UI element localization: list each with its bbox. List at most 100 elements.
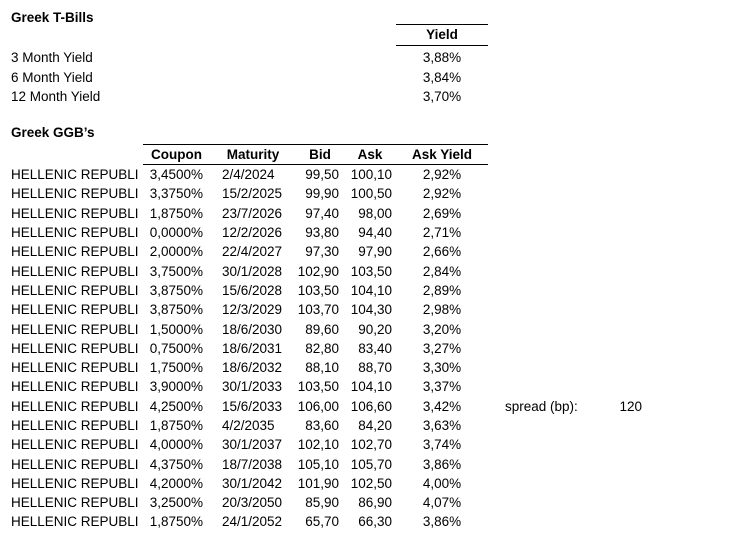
maturity-cell: 12/3/2029 <box>222 302 283 318</box>
ask-yield-cell: 2,92% <box>422 167 462 183</box>
ggb-header-maturity: Maturity <box>210 144 296 165</box>
bond-name-cell: HELLENIC REPUBLI <box>11 263 139 279</box>
ggb-header-name-spacer <box>0 144 143 165</box>
coupon-cell: 4,0000% <box>149 437 203 453</box>
maturity-cell: 15/6/2033 <box>222 398 283 414</box>
bid-cell: 93,80 <box>305 225 339 241</box>
bond-name-cell: HELLENIC REPUBLI <box>11 475 139 491</box>
ggb-bond-row: HELLENIC REPUBLI 3,9000% 30/1/2033 103,50 10… <box>0 377 488 396</box>
tbill-row-yield-value: 3,70% <box>422 88 462 104</box>
ask-cell: 97,90 <box>358 244 392 260</box>
bid-cell: 65,70 <box>305 514 339 530</box>
ggb-bond-row: HELLENIC REPUBLI 3,2500% 20/3/2050 85,90 86,… <box>0 493 488 512</box>
bid-cell: 103,50 <box>297 379 339 395</box>
bid-cell: 102,10 <box>297 437 339 453</box>
ggb-bond-row: HELLENIC REPUBLI 0,7500% 18/6/2031 82,80 83,… <box>0 339 488 358</box>
ask-yield-cell: 2,66% <box>422 244 462 260</box>
ggb-bond-row: HELLENIC REPUBLI 4,0000% 30/1/2037 102,10 10… <box>0 435 488 454</box>
tbills-yield-column-header: Yield <box>396 24 488 46</box>
maturity-cell: 30/1/2028 <box>222 263 283 279</box>
bid-cell: 89,60 <box>305 321 339 337</box>
ask-cell: 88,70 <box>358 360 392 376</box>
spread-annotation: spread (bp): 120 <box>505 397 642 416</box>
ggb-bond-row: HELLENIC REPUBLI 3,8750% 15/6/2028 103,50 10… <box>0 281 488 300</box>
ggb-bond-row: HELLENIC REPUBLI 1,8750% 23/7/2026 97,40 98,… <box>0 204 488 223</box>
maturity-cell: 18/6/2031 <box>222 340 283 356</box>
ggb-header-coupon: Coupon <box>143 144 210 165</box>
coupon-cell: 1,5000% <box>149 321 203 337</box>
coupon-cell: 1,8750% <box>149 418 203 433</box>
spread-value: 120 <box>619 399 642 414</box>
bond-name-cell: HELLENIC REPUBLI <box>11 186 139 202</box>
ask-cell: 84,20 <box>358 418 392 433</box>
ask-cell: 83,40 <box>358 340 392 356</box>
bond-name-cell: HELLENIC REPUBLI <box>11 340 139 356</box>
spread-label: spread (bp): <box>505 399 578 414</box>
tbill-row: 6 Month Yield 3,84% <box>0 67 488 86</box>
coupon-cell: 1,7500% <box>149 360 203 376</box>
ggb-bond-row: HELLENIC REPUBLI 3,8750% 12/3/2029 103,70 10… <box>0 300 488 319</box>
coupon-cell: 1,8750% <box>149 205 203 221</box>
ask-cell: 104,10 <box>350 379 392 395</box>
ask-yield-cell: 4,00% <box>422 475 462 491</box>
bid-cell: 102,90 <box>297 263 339 279</box>
ggb-section-title: Greek GGB’s <box>11 125 95 140</box>
ask-yield-cell: 2,71% <box>422 225 462 241</box>
bid-cell: 97,30 <box>305 244 339 260</box>
ggb-bond-row: HELLENIC REPUBLI 0,0000% 12/2/2026 93,80 94,… <box>0 223 488 242</box>
ask-cell: 86,90 <box>358 495 392 511</box>
maturity-cell: 30/1/2037 <box>222 437 283 453</box>
ask-yield-cell: 2,69% <box>422 205 462 221</box>
ggb-bond-row: HELLENIC REPUBLI 1,7500% 18/6/2032 88,10 88,… <box>0 358 488 377</box>
coupon-cell: 3,2500% <box>149 495 203 511</box>
tbill-row: 12 Month Yield 3,70% <box>0 87 488 106</box>
bond-name-cell: HELLENIC REPUBLI <box>11 205 139 221</box>
ask-yield-cell: 2,84% <box>422 263 462 279</box>
ask-cell: 105,70 <box>350 456 392 472</box>
maturity-cell: 24/1/2052 <box>222 514 283 530</box>
ask-cell: 66,30 <box>358 514 392 530</box>
bond-name-cell: HELLENIC REPUBLI <box>11 456 139 472</box>
ask-yield-cell: 3,42% <box>422 398 462 414</box>
bid-cell: 105,10 <box>297 456 339 472</box>
maturity-cell: 12/2/2026 <box>222 225 283 241</box>
bid-cell: 83,60 <box>305 418 339 433</box>
bid-cell: 88,10 <box>305 360 339 376</box>
bond-name-cell: HELLENIC REPUBLI <box>11 244 139 260</box>
maturity-cell: 2/4/2024 <box>222 167 275 183</box>
ggb-header-ask: Ask <box>344 144 396 165</box>
tbill-row-yield-value: 3,84% <box>422 69 462 85</box>
ask-cell: 104,10 <box>350 282 392 298</box>
ggb-bond-row: HELLENIC REPUBLI 1,8750% 24/1/2052 65,70 66,… <box>0 512 488 531</box>
bond-name-cell: HELLENIC REPUBLI <box>11 360 139 376</box>
ggb-bond-row: HELLENIC REPUBLI 4,2500% 15/6/2033 106,00 10… <box>0 397 488 416</box>
bond-name-cell: HELLENIC REPUBLI <box>11 398 139 414</box>
coupon-cell: 3,7500% <box>149 263 203 279</box>
bid-cell: 85,90 <box>305 495 339 511</box>
ggb-bond-row: HELLENIC REPUBLI 3,7500% 30/1/2028 102,90 10… <box>0 261 488 280</box>
bid-cell: 82,80 <box>305 340 339 356</box>
ask-yield-cell: 2,92% <box>422 186 462 202</box>
ggb-bond-row: HELLENIC REPUBLI 3,4500% 2/4/2024 99,50 100,… <box>0 165 488 184</box>
coupon-cell: 2,0000% <box>149 244 203 260</box>
bond-name-cell: HELLENIC REPUBLI <box>11 495 139 511</box>
tbill-row-label: 12 Month Yield <box>11 88 101 104</box>
bond-name-cell: HELLENIC REPUBLI <box>11 225 139 241</box>
tbills-table: 3 Month Yield 3,88% 6 Month Yield 3,84% 12 M… <box>0 48 488 106</box>
coupon-cell: 4,2500% <box>149 398 203 414</box>
ggb-header-bid: Bid <box>296 144 344 165</box>
tbill-row: 3 Month Yield 3,88% <box>0 48 488 67</box>
bond-name-cell: HELLENIC REPUBLI <box>11 321 139 337</box>
ask-yield-cell: 3,86% <box>422 514 462 530</box>
ggb-bond-row: HELLENIC REPUBLI 1,5000% 18/6/2030 89,60 90,… <box>0 319 488 338</box>
maturity-cell: 23/7/2026 <box>222 205 283 221</box>
bond-name-cell: HELLENIC REPUBLI <box>11 167 139 183</box>
ask-cell: 90,20 <box>358 321 392 337</box>
ask-yield-cell: 3,74% <box>422 437 462 453</box>
ask-cell: 94,40 <box>358 225 392 241</box>
ask-yield-cell: 3,27% <box>422 340 462 356</box>
ask-yield-cell: 3,20% <box>422 321 462 337</box>
coupon-cell: 3,3750% <box>149 186 203 202</box>
maturity-cell: 18/6/2032 <box>222 360 283 376</box>
